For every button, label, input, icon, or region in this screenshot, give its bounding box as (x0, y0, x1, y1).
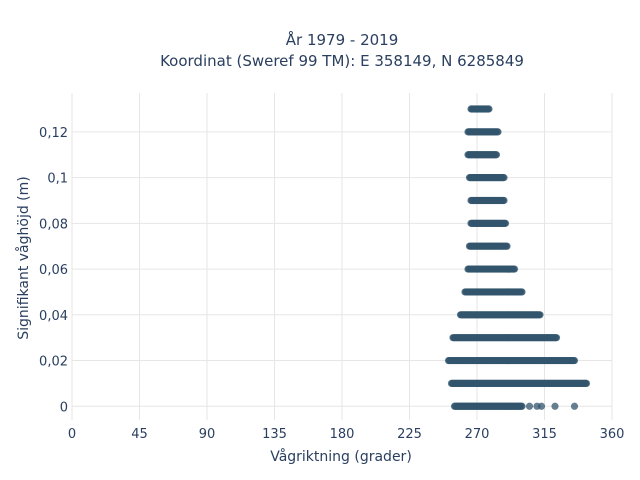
x-tick-label: 360 (600, 427, 625, 442)
data-point (501, 219, 510, 227)
point-band (444, 356, 579, 365)
data-point (518, 402, 526, 410)
y-tick-label: 0,08 (39, 217, 68, 232)
point-band (467, 105, 493, 113)
y-axis-ticks: 0 0,02 0,04 0,06 0,08 0,1 0,12 (39, 126, 68, 415)
point-band (456, 311, 544, 319)
data-point (503, 242, 511, 250)
data-point-outlier (551, 402, 559, 410)
point-band (465, 174, 508, 182)
data-point (494, 128, 502, 136)
chart-title-line-1: År 1979 - 2019 (286, 30, 399, 49)
data-points (444, 105, 591, 410)
point-band (464, 151, 501, 159)
point-band (464, 265, 519, 273)
point-band (447, 379, 591, 388)
data-point (570, 356, 579, 365)
data-point (500, 174, 508, 182)
data-point (510, 265, 519, 273)
point-band (449, 334, 561, 342)
y-tick-label: 0,12 (39, 126, 68, 141)
point-band (467, 219, 510, 227)
y-tick-label: 0,04 (39, 309, 68, 324)
x-axis-title: Vågriktning (grader) (270, 448, 412, 465)
chart-title-line-2: Koordinat (Sweref 99 TM): E 358149, N 62… (160, 52, 524, 70)
data-point (485, 105, 493, 113)
data-point (518, 288, 526, 296)
x-tick-label: 90 (199, 427, 216, 442)
data-point (500, 196, 508, 205)
data-point-outlier (525, 402, 534, 410)
x-tick-label: 315 (532, 427, 557, 442)
y-axis-title: Signifikant våghöjd (m) (15, 176, 32, 339)
y-tick-label: 0,02 (39, 355, 68, 370)
x-tick-label: 225 (397, 427, 422, 442)
x-tick-label: 270 (465, 427, 490, 442)
data-point (492, 151, 501, 159)
point-band (467, 196, 508, 205)
x-tick-label: 180 (330, 427, 355, 442)
y-tick-label: 0,06 (39, 263, 68, 278)
data-point (536, 311, 544, 319)
x-tick-label: 0 (68, 427, 76, 442)
point-band (461, 288, 526, 296)
data-point (582, 379, 591, 388)
point-band (450, 402, 579, 410)
data-point-outlier (537, 402, 546, 410)
x-axis-ticks: 0 45 90 135 180 225 270 315 360 (68, 427, 625, 442)
data-point (552, 334, 561, 342)
point-band (465, 242, 511, 250)
data-point-outlier (570, 402, 579, 410)
x-tick-label: 135 (262, 427, 287, 442)
y-tick-label: 0,1 (47, 172, 68, 187)
y-tick-label: 0 (60, 400, 68, 415)
grid-lines (71, 93, 613, 420)
x-tick-label: 45 (131, 427, 148, 442)
point-band (464, 128, 502, 136)
